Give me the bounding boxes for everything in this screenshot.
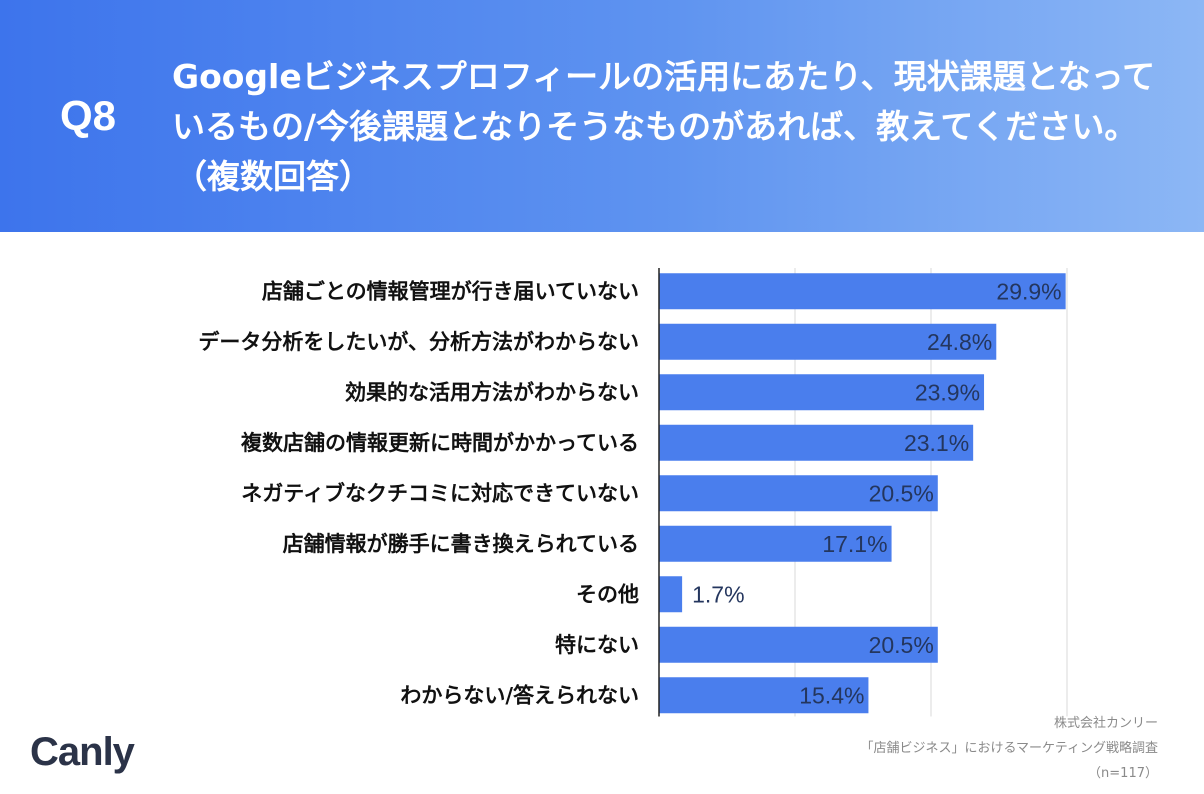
bar: [659, 273, 1066, 310]
question-text-line-1: Googleビジネスプロフィールの活用にあたり、現状課題となって: [172, 57, 1156, 96]
question-text-line-3: （複数回答）: [174, 157, 372, 196]
value-label: 20.5%: [869, 632, 934, 658]
category-label: データ分析をしたいが、分析方法がわからない: [198, 330, 639, 354]
canly-logo: Canly: [30, 730, 135, 774]
value-label: 15.4%: [799, 682, 864, 708]
value-label: 23.9%: [915, 379, 980, 405]
bar: [659, 424, 974, 461]
question-text-line-2: いるもの/今後課題となりそうなものがあれば、教えてください。: [172, 107, 1138, 146]
value-label: 24.8%: [927, 329, 992, 355]
value-label: 17.1%: [822, 531, 887, 557]
category-label: 複数店舗の情報更新に時間がかかっている: [240, 431, 639, 455]
source-company: 株式会社カンリー: [1053, 716, 1158, 731]
value-label: 1.7%: [692, 581, 744, 607]
category-label: 効果的な活用方法がわからない: [345, 380, 639, 404]
question-header: Q8 Googleビジネスプロフィールの活用にあたり、現状課題となって いるもの…: [0, 0, 1204, 232]
bar: [659, 374, 985, 411]
category-label: ネガティブなクチコミに対応できていない: [241, 481, 639, 505]
bar: [659, 677, 869, 714]
bar-chart: 店舗ごとの情報管理が行き届いていない 29.9% データ分析をしたいが、分析方法がわ…: [198, 268, 1068, 717]
value-label: 20.5%: [869, 480, 934, 506]
bar: [659, 525, 892, 562]
value-label: 29.9%: [996, 278, 1061, 304]
question-number: Q8: [60, 92, 117, 139]
bar: [659, 626, 938, 663]
category-label: わからない/答えられない: [400, 683, 639, 707]
bar: [659, 323, 997, 360]
category-label: 店舗ごとの情報管理が行き届いていない: [262, 279, 639, 303]
category-label: 店舗情報が勝手に書き換えられている: [283, 532, 639, 556]
sample-size: （n=117）: [1088, 766, 1158, 781]
category-label: 特にない: [555, 633, 639, 657]
bar: [659, 576, 683, 613]
value-label: 23.1%: [904, 430, 969, 456]
category-label: その他: [576, 582, 639, 606]
bar: [659, 475, 938, 512]
source-survey-title: 「店舗ビジネス」におけるマーケティング戦略調査: [860, 741, 1158, 756]
